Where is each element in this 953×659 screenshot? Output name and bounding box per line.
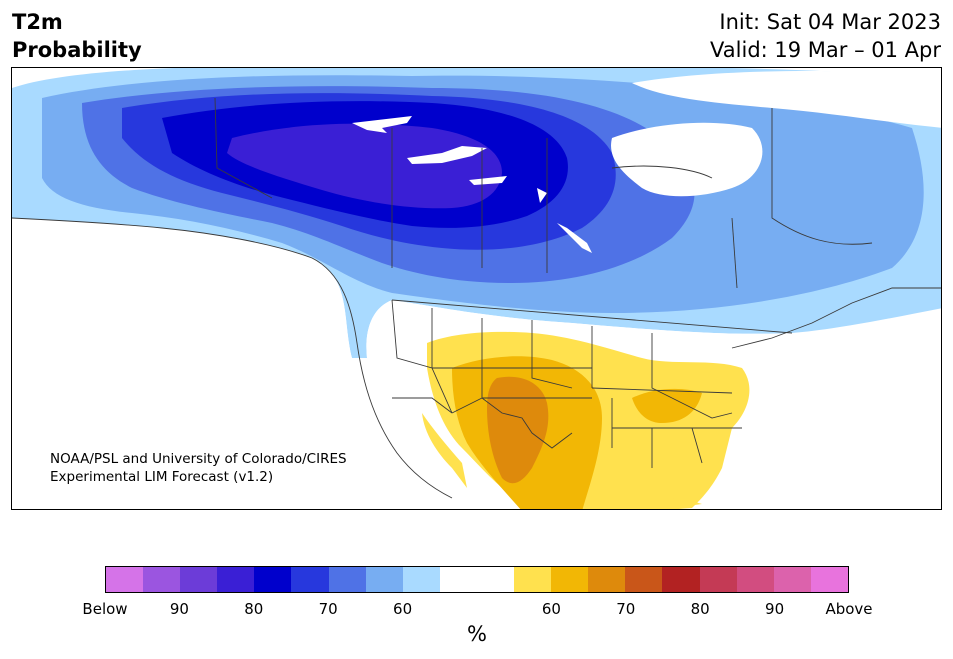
colorbar-swatch <box>328 567 366 592</box>
colorbar-tick-label: 70 <box>318 600 338 618</box>
forecast-dates: Init: Sat 04 Mar 2023 Valid: 19 Mar – 01… <box>710 8 941 64</box>
colorbar-swatch <box>143 567 181 592</box>
colorbar-swatch <box>699 567 737 592</box>
forecast-map: NOAA/PSL and University of Colorado/CIRE… <box>11 67 942 510</box>
arctic-white <box>632 71 941 128</box>
neutral-region <box>366 300 792 369</box>
pacific-ocean <box>12 218 402 509</box>
colorbar-swatch <box>810 567 848 592</box>
colorbar-swatch <box>514 567 552 592</box>
colorbar-tick-label: 60 <box>393 600 413 618</box>
contour-orange-70 <box>487 376 549 484</box>
colorbar-tick-label: Above <box>825 600 873 618</box>
lake-athabasca <box>469 176 507 185</box>
colorbar-swatch <box>736 567 774 592</box>
colorbar-swatch <box>551 567 589 592</box>
colorbar-tick-label: 70 <box>616 600 636 618</box>
colorbar-swatch <box>217 567 255 592</box>
credit-line-2: Experimental LIM Forecast (v1.2) <box>50 469 274 485</box>
contour-yellow-65b <box>632 388 702 423</box>
title-line-1: T2m <box>12 10 63 34</box>
colorbar-swatch <box>180 567 218 592</box>
valid-range: Valid: 19 Mar – 01 Apr <box>710 38 941 62</box>
colorbar-swatch <box>662 567 700 592</box>
colorbar-tick-label: Below <box>82 600 128 618</box>
colorbar-swatch <box>588 567 626 592</box>
colorbar-swatch <box>476 567 515 592</box>
map-credit: NOAA/PSL and University of Colorado/CIRE… <box>50 450 347 486</box>
colorbar-tick-label: 60 <box>541 600 561 618</box>
baja-peninsula <box>422 413 467 488</box>
probability-colorbar <box>105 566 849 593</box>
great-bear-lake <box>352 116 412 133</box>
colorbar-swatch <box>254 567 292 592</box>
colorbar-swatch <box>402 567 440 592</box>
contour-blue-80 <box>227 123 502 209</box>
reindeer-lake <box>537 188 547 203</box>
great-slave-lake <box>407 146 487 164</box>
colorbar-swatch <box>439 567 477 592</box>
colorbar-swatch <box>291 567 329 592</box>
colorbar-swatch <box>106 567 144 592</box>
init-date: Init: Sat 04 Mar 2023 <box>719 10 941 34</box>
lake-winnipeg <box>557 223 592 253</box>
colorbar-unit: % <box>467 622 487 646</box>
hudson-bay <box>611 122 763 197</box>
map-title: T2m Probability <box>12 8 142 64</box>
colorbar-tick-label: 90 <box>765 600 785 618</box>
colorbar-tick-label: 80 <box>244 600 264 618</box>
colorbar-tick-label: 90 <box>169 600 189 618</box>
credit-line-1: NOAA/PSL and University of Colorado/CIRE… <box>50 451 347 467</box>
political-boundaries <box>12 97 941 499</box>
title-line-2: Probability <box>12 38 142 62</box>
colorbar-swatch <box>365 567 403 592</box>
colorbar-swatch <box>625 567 663 592</box>
colorbar-swatch <box>773 567 811 592</box>
probability-map-svg <box>12 68 941 509</box>
colorbar-tick-label: 80 <box>690 600 710 618</box>
cuba <box>647 497 702 508</box>
